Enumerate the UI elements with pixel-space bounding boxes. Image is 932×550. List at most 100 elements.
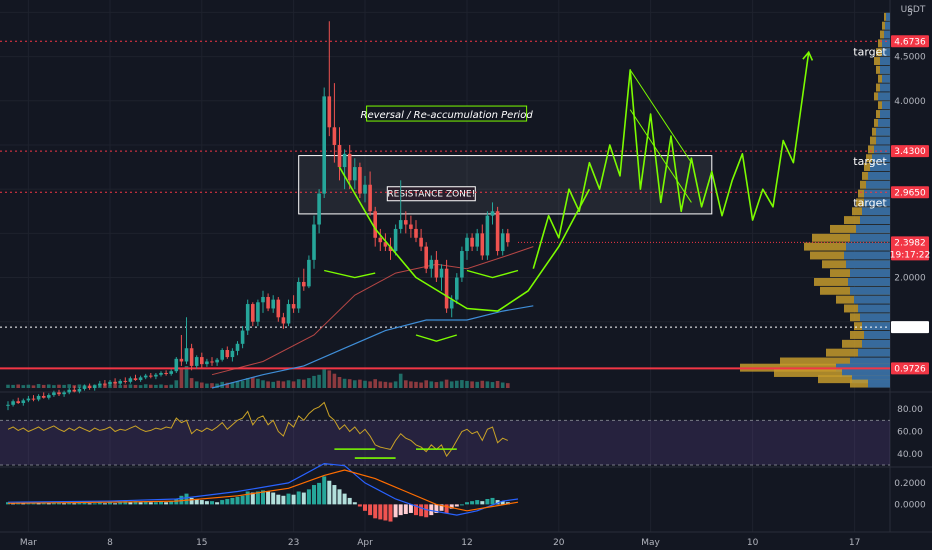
volume-bar — [118, 385, 122, 388]
macd-histogram-bar — [286, 493, 291, 505]
macd-histogram-bar — [465, 502, 469, 505]
rsi-panel — [0, 401, 890, 466]
macd-histogram-bar — [306, 489, 311, 505]
volume-bar — [52, 385, 56, 388]
projection-arrowhead — [802, 50, 814, 61]
macd-histogram-bar — [102, 503, 107, 505]
volume-bar — [322, 369, 326, 388]
price-level-label: 4.6736 — [894, 37, 926, 47]
candle-body — [398, 220, 403, 229]
volume-profile-bar-inner — [858, 304, 890, 313]
candle-body — [317, 193, 321, 225]
candle-body — [82, 386, 87, 389]
price-level-badge — [891, 186, 929, 199]
volume-profile-bar-inner — [882, 48, 890, 57]
candle-body — [327, 96, 332, 128]
macd-histogram-bar — [383, 504, 388, 521]
macd-histogram-bar — [138, 502, 143, 505]
candle-body — [302, 281, 306, 287]
moving-averages — [211, 246, 534, 389]
price-level-label: 2.9650 — [894, 188, 926, 198]
macd-histogram-bar — [485, 499, 490, 505]
volume-profile-bar-inner — [874, 145, 890, 154]
volume-profile-bar-inner — [864, 198, 890, 207]
candle-body — [21, 400, 26, 404]
candle-body — [439, 268, 444, 278]
price-level-badge — [891, 362, 929, 375]
volume-bar — [113, 384, 117, 388]
price-level-badge — [891, 321, 929, 334]
volume-bar — [449, 381, 454, 388]
macd-histogram-bar — [332, 485, 337, 505]
candle-body — [57, 392, 61, 395]
volume-bar — [57, 384, 61, 388]
volume-profile-bar-inner — [846, 242, 890, 251]
candle-body — [480, 233, 485, 256]
volume-bar — [159, 384, 163, 388]
candle-body — [434, 259, 439, 278]
volume-bar — [103, 384, 107, 388]
time-tick-label: 20 — [553, 538, 565, 548]
volume-bar — [261, 380, 265, 388]
candle-body — [6, 404, 10, 406]
volume-bar — [26, 384, 31, 388]
macd-histogram-bar — [368, 504, 373, 516]
macd-histogram-bar — [62, 503, 67, 505]
current-price-label: 2.3982 — [894, 238, 926, 248]
price-axis[interactable]: USDT 4.6736 3.4300 2.9650 1.4387 0.9726 2.000… — [890, 5, 930, 510]
candle-body — [164, 372, 168, 374]
candle-body — [409, 224, 413, 229]
macd-histogram-bar — [108, 502, 112, 505]
candle-body — [123, 380, 128, 382]
macd-histogram-bar — [148, 502, 153, 505]
volume-bar — [358, 379, 362, 388]
volume-bar — [123, 384, 128, 388]
candle-body — [388, 246, 393, 252]
macd-line — [7, 462, 519, 516]
volume-bar — [77, 384, 82, 388]
macd-histogram-bar — [312, 485, 316, 505]
macd-histogram-bar — [317, 482, 322, 505]
candle-body — [383, 242, 388, 247]
macd-histogram-bar — [470, 501, 475, 505]
macd-histogram-bar — [261, 490, 265, 505]
candle-body — [378, 237, 383, 243]
volume-profile-bar-inner — [858, 348, 890, 357]
macd-histogram-bar — [347, 497, 352, 505]
macd-histogram-bar — [296, 491, 301, 505]
volume-bar — [215, 383, 219, 388]
volume-bar — [414, 381, 418, 388]
volume-profile-bar-inner — [880, 65, 890, 74]
candle-body — [337, 144, 342, 168]
candle-body — [261, 296, 265, 303]
macd-histogram-bar — [429, 504, 434, 516]
volume-bar — [480, 380, 485, 388]
volume-bar — [444, 379, 449, 388]
candle-body — [52, 392, 56, 396]
volume-bar — [460, 380, 464, 388]
volume-bar — [235, 381, 240, 388]
volume-bar — [419, 382, 423, 388]
macd-histogram-bar — [159, 501, 163, 505]
volume-profile-bar-inner — [885, 21, 890, 30]
candle-body — [353, 167, 357, 181]
volume-bar — [225, 382, 230, 388]
volume-bar — [485, 381, 490, 388]
macd-histogram-bar — [414, 504, 418, 516]
macd-histogram-bar — [72, 503, 77, 505]
volume-bar — [256, 378, 260, 388]
candle-body — [404, 220, 408, 225]
candle-body — [276, 299, 281, 318]
macd-histogram-bar — [398, 504, 403, 516]
time-axis[interactable]: Mar 8 15 23 Apr 12 20 May 10 17 — [20, 538, 860, 548]
volume-bar — [373, 379, 377, 388]
volume-bar — [490, 382, 495, 388]
volume-bar — [143, 384, 148, 388]
time-tick-label: May — [641, 538, 660, 548]
macd-histogram-bar — [271, 492, 276, 505]
volume-bar — [281, 381, 286, 388]
candle-body — [393, 228, 398, 252]
